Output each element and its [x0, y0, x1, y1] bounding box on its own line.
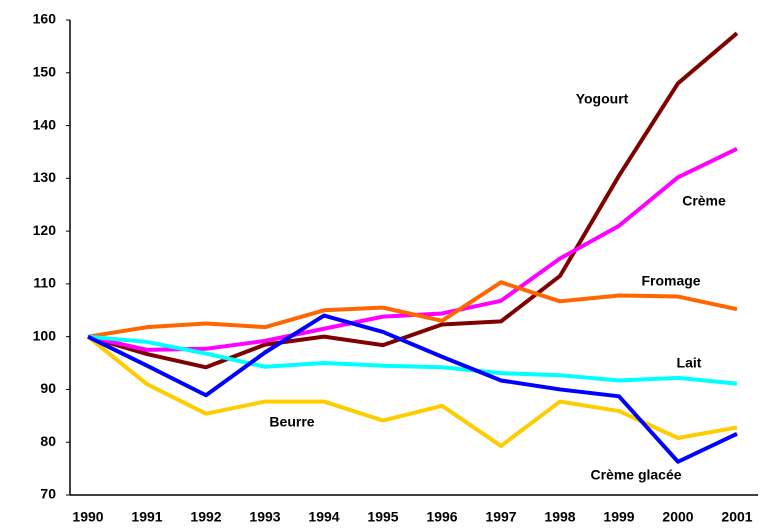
x-tick-label: 1997	[485, 509, 516, 525]
y-tick-label: 70	[40, 486, 56, 502]
x-tick-label: 2001	[721, 509, 752, 525]
series-label: Crème	[682, 193, 726, 209]
x-tick-label: 1990	[72, 509, 103, 525]
series-label: Fromage	[641, 273, 700, 289]
x-tick-label: 2000	[662, 509, 693, 525]
x-tick-label: 1993	[249, 509, 280, 525]
series-line	[87, 31, 739, 370]
x-tick-label: 1995	[367, 509, 398, 525]
series-line	[87, 313, 738, 464]
x-tick-label: 1991	[131, 509, 162, 525]
y-tick-label: 140	[33, 116, 57, 132]
y-tick-label: 160	[33, 11, 57, 27]
y-tick-label: 100	[33, 327, 57, 343]
y-tick-label: 90	[40, 380, 56, 396]
series-label: Yogourt	[576, 91, 629, 107]
x-tick-label: 1996	[426, 509, 457, 525]
series-label: Lait	[677, 355, 702, 371]
y-tick-label: 130	[33, 169, 57, 185]
y-tick-label: 120	[33, 222, 57, 238]
x-tick-label: 1992	[190, 509, 221, 525]
series-line	[86, 335, 738, 448]
y-tick-label: 110	[33, 275, 56, 291]
series-label: Beurre	[269, 414, 314, 430]
series-line	[87, 146, 738, 352]
series-label: Crème glacée	[590, 467, 681, 483]
x-tick-label: 1998	[544, 509, 575, 525]
x-tick-label: 1999	[603, 509, 634, 525]
y-tick-label: 150	[33, 63, 57, 79]
series-line	[87, 334, 738, 386]
x-tick-label: 1994	[308, 509, 339, 525]
y-tick-label: 80	[40, 433, 56, 449]
series-line	[87, 280, 738, 339]
